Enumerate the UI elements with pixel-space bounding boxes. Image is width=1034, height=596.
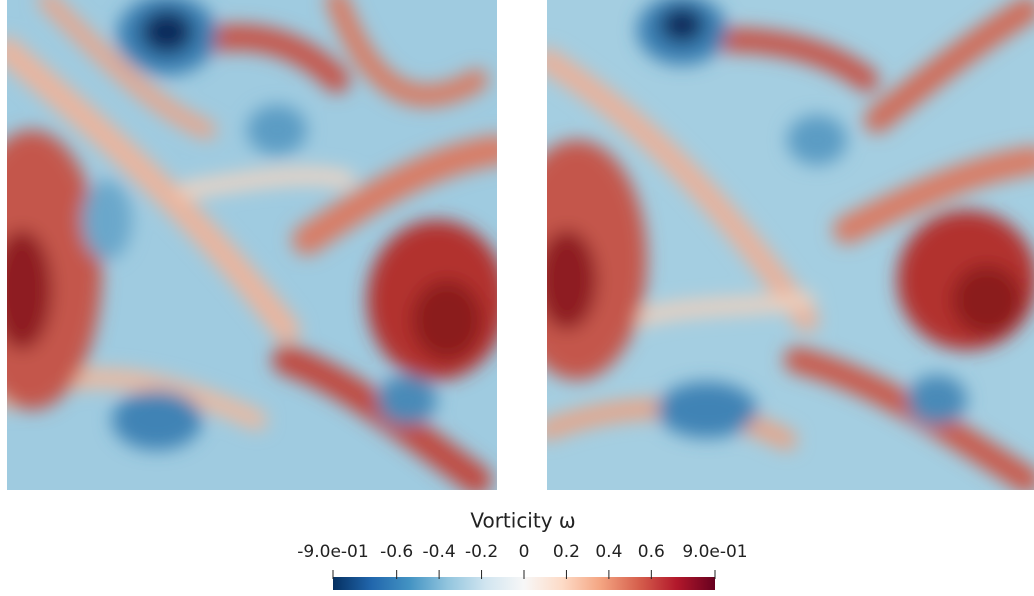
vorticity-field-right — [547, 0, 1034, 490]
tick-label: -0.2 — [465, 542, 498, 562]
tick-label: 0.4 — [595, 542, 622, 562]
colorbar — [333, 577, 715, 590]
tick-label: 0.2 — [553, 542, 580, 562]
tick-label: 0 — [519, 542, 530, 562]
tick-label: -0.6 — [380, 542, 413, 562]
tick-label: -9.0e-01 — [297, 542, 368, 562]
tick-label: -0.4 — [423, 542, 456, 562]
tick-label: 9.0e-01 — [682, 542, 747, 562]
vorticity-field-left — [7, 0, 497, 490]
colorbar-title: Vorticity ω — [470, 509, 575, 533]
tick-label: 0.6 — [638, 542, 665, 562]
